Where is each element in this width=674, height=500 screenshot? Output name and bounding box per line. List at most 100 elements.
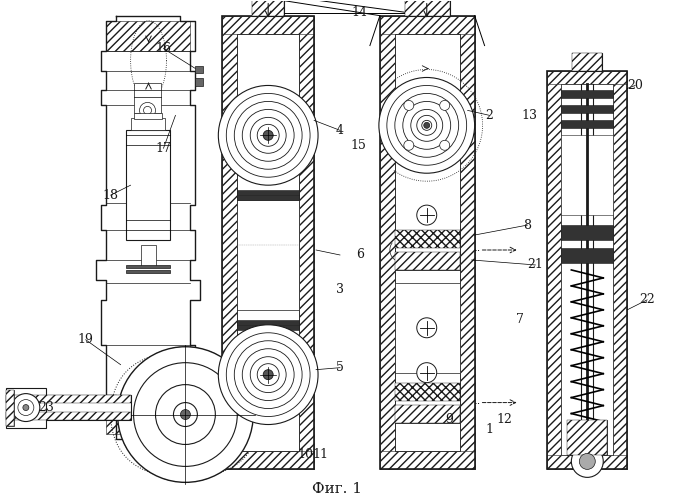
Text: 8: 8 — [524, 218, 532, 232]
Bar — [561, 106, 613, 114]
Text: 17: 17 — [156, 142, 171, 155]
Bar — [395, 230, 460, 248]
Wedge shape — [146, 464, 157, 474]
Text: 12: 12 — [497, 413, 512, 426]
Circle shape — [226, 94, 310, 177]
Bar — [6, 394, 131, 419]
Bar — [6, 388, 46, 428]
Wedge shape — [162, 471, 173, 480]
Circle shape — [242, 110, 294, 161]
Circle shape — [403, 102, 451, 150]
Circle shape — [379, 78, 474, 173]
Bar — [547, 70, 627, 85]
Bar — [237, 325, 299, 330]
Circle shape — [257, 124, 279, 146]
Wedge shape — [241, 388, 251, 398]
Bar — [237, 190, 299, 195]
Circle shape — [572, 446, 603, 478]
Bar — [6, 390, 14, 426]
Circle shape — [218, 86, 318, 185]
Wedge shape — [233, 372, 243, 384]
Text: 16: 16 — [156, 42, 171, 55]
Wedge shape — [133, 452, 144, 464]
Bar — [380, 452, 474, 469]
Circle shape — [242, 348, 294, 401]
Circle shape — [422, 120, 432, 130]
Bar — [561, 120, 613, 128]
Bar — [106, 20, 191, 50]
Bar — [395, 382, 460, 422]
Bar — [395, 252, 460, 270]
Text: 13: 13 — [522, 109, 537, 122]
Wedge shape — [173, 347, 181, 356]
Bar — [395, 382, 460, 400]
Text: 20: 20 — [627, 79, 643, 92]
Circle shape — [117, 346, 253, 482]
Wedge shape — [213, 464, 224, 475]
Circle shape — [439, 100, 450, 110]
Bar — [195, 78, 204, 86]
Bar — [252, 0, 284, 16]
Circle shape — [404, 100, 414, 110]
Bar — [380, 16, 474, 469]
Bar — [6, 412, 131, 420]
Wedge shape — [197, 471, 207, 481]
Bar — [133, 114, 162, 119]
Bar — [222, 16, 237, 469]
Circle shape — [417, 116, 437, 136]
Bar — [299, 16, 314, 469]
Wedge shape — [118, 422, 127, 432]
Circle shape — [181, 410, 191, 420]
Bar — [133, 84, 162, 114]
Bar — [252, 0, 284, 16]
Bar — [6, 390, 14, 426]
Bar — [405, 0, 450, 16]
Wedge shape — [220, 360, 232, 371]
Circle shape — [23, 404, 29, 410]
Circle shape — [417, 362, 437, 382]
Bar — [237, 320, 299, 325]
Text: 6: 6 — [356, 248, 364, 262]
Text: 5: 5 — [336, 361, 344, 374]
Circle shape — [140, 102, 156, 118]
Text: 3: 3 — [336, 284, 344, 296]
Bar — [561, 84, 613, 456]
Circle shape — [144, 106, 152, 114]
Circle shape — [173, 402, 197, 426]
Bar — [380, 16, 395, 469]
Bar — [125, 270, 171, 273]
Circle shape — [264, 130, 273, 140]
Circle shape — [235, 102, 302, 169]
Wedge shape — [226, 453, 237, 464]
Bar — [380, 16, 474, 34]
Circle shape — [404, 140, 414, 150]
Wedge shape — [206, 351, 216, 362]
Wedge shape — [245, 406, 253, 414]
Text: 23: 23 — [38, 401, 54, 414]
Text: 14: 14 — [352, 6, 368, 19]
Bar — [395, 404, 460, 422]
Bar — [195, 66, 204, 74]
Bar — [6, 394, 131, 402]
Bar — [125, 130, 171, 240]
Bar — [561, 248, 613, 263]
Text: 21: 21 — [528, 258, 543, 272]
Circle shape — [226, 333, 310, 416]
Bar — [237, 200, 299, 310]
Bar — [568, 420, 607, 456]
Bar — [561, 90, 613, 98]
Wedge shape — [128, 372, 139, 382]
Wedge shape — [181, 474, 189, 482]
Wedge shape — [245, 406, 253, 414]
Circle shape — [424, 122, 430, 128]
Text: 9: 9 — [446, 413, 454, 426]
Text: 19: 19 — [78, 334, 94, 346]
Text: 10: 10 — [297, 448, 313, 461]
Wedge shape — [243, 424, 253, 433]
Circle shape — [395, 94, 459, 158]
Bar — [561, 136, 613, 215]
Circle shape — [250, 118, 286, 154]
Bar — [395, 230, 460, 270]
Circle shape — [18, 400, 34, 415]
Circle shape — [218, 325, 318, 424]
